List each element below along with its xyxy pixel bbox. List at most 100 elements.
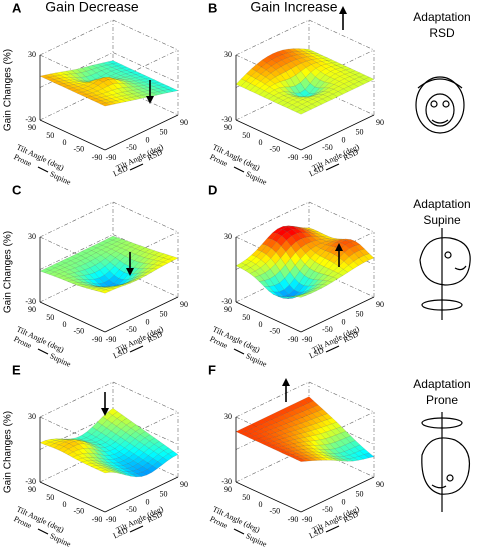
left-tick-label: 0 xyxy=(259,500,263,509)
arrow-head xyxy=(126,268,134,276)
z-tick-label: 30 xyxy=(224,412,232,421)
right-tick-label: 50 xyxy=(356,128,364,137)
right-tick-label: 90 xyxy=(180,118,188,127)
panel: E 30 -30 Gain Changes (%) 90 50 0 -50 -90 -90 -50 0… xyxy=(3,362,188,548)
right-tick-label: 90 xyxy=(376,300,384,309)
box-edge xyxy=(308,381,375,413)
z-tick-label: -30 xyxy=(221,115,232,124)
axis-arrow xyxy=(325,345,340,353)
adaptation-label: Prone xyxy=(426,393,458,407)
head-icon-rsd xyxy=(415,76,465,134)
arrow-head xyxy=(282,378,290,386)
column-title: Gain Increase xyxy=(250,0,337,15)
surface-patch xyxy=(100,289,111,294)
left-tick-label: 90 xyxy=(224,305,232,314)
right-tick-label: -90 xyxy=(106,515,117,524)
right-tick-label: 90 xyxy=(376,480,384,489)
surface-patch xyxy=(296,109,307,115)
axis-arrow xyxy=(325,525,340,533)
box-edge xyxy=(104,476,179,513)
left-tick-label: 50 xyxy=(242,131,250,140)
right-tick-label: 90 xyxy=(180,300,188,309)
arrow-head xyxy=(335,243,343,251)
left-tick-label: 50 xyxy=(242,313,250,322)
box-edge xyxy=(39,19,114,56)
axis-arrow xyxy=(129,163,144,171)
axis-arrow xyxy=(37,528,49,535)
adaptation-label: Adaptation xyxy=(413,10,470,24)
right-tick-label: 50 xyxy=(160,310,168,319)
z-tick-label: 30 xyxy=(28,50,36,59)
right-tick-label: 0 xyxy=(342,135,346,144)
z-axis-label: Gain Changes (%) xyxy=(3,231,14,313)
axis-arrow xyxy=(129,345,144,353)
left-tick-label: 90 xyxy=(28,305,36,314)
box-edge xyxy=(39,119,106,151)
panel-letter: C xyxy=(12,182,22,197)
panel-letter: E xyxy=(12,362,21,377)
right-tick-label: 50 xyxy=(356,310,364,319)
left-tick-label: -50 xyxy=(269,144,280,153)
axis-arrow xyxy=(325,163,340,171)
head-icon-supine xyxy=(419,228,471,320)
left-tick-label: 50 xyxy=(46,131,54,140)
right-tick-label: -50 xyxy=(322,143,333,152)
box-edge xyxy=(39,201,114,238)
left-end-label: Supine xyxy=(244,169,268,187)
right-tick-label: -50 xyxy=(126,143,137,152)
surface-patch xyxy=(296,458,307,462)
right-tick-label: -50 xyxy=(322,505,333,514)
left-tick-label: 50 xyxy=(46,313,54,322)
box-edge xyxy=(104,114,179,151)
panel-letter: A xyxy=(12,0,22,15)
left-tick-label: -50 xyxy=(73,326,84,335)
box-edge xyxy=(235,481,302,513)
axis-arrow xyxy=(37,348,49,355)
right-tick-label: -90 xyxy=(106,153,117,162)
box-edge xyxy=(308,201,375,233)
right-tick-label: 0 xyxy=(342,317,346,326)
box-edge xyxy=(235,54,302,86)
left-tick-label: 90 xyxy=(28,123,36,132)
axis-arrow xyxy=(233,348,245,355)
adaptation-label: Adaptation xyxy=(413,197,470,211)
right-tick-label: 0 xyxy=(146,497,150,506)
z-axis-label: Gain Changes (%) xyxy=(3,49,14,131)
box-edge xyxy=(235,301,302,333)
left-tick-label: 0 xyxy=(63,320,67,329)
right-tick-label: -90 xyxy=(302,515,313,524)
z-tick-label: 30 xyxy=(28,232,36,241)
box-edge xyxy=(112,52,179,83)
left-tick-label: -50 xyxy=(269,326,280,335)
axis-arrow xyxy=(129,525,144,533)
box-edge xyxy=(300,476,375,513)
head-icon-prone xyxy=(421,412,471,512)
panel-letter: B xyxy=(208,0,217,15)
left-tick-label: 0 xyxy=(259,138,263,147)
surface-patch xyxy=(296,294,307,298)
right-tick-label: -90 xyxy=(106,335,117,344)
left-tick-label: -90 xyxy=(92,153,103,162)
box-edge xyxy=(235,236,302,268)
left-tick-label: -50 xyxy=(73,144,84,153)
box-edge xyxy=(308,19,375,51)
left-end-label: Supine xyxy=(48,169,72,187)
right-tick-label: 0 xyxy=(146,317,150,326)
box-edge xyxy=(112,381,179,413)
left-tick-label: 0 xyxy=(63,138,67,147)
left-tick-label: -90 xyxy=(92,335,103,344)
box-edge xyxy=(39,54,106,86)
right-tick-label: -90 xyxy=(302,153,313,162)
box-edge xyxy=(235,119,302,151)
arrow-head xyxy=(339,6,347,14)
right-tick-label: -90 xyxy=(302,335,313,344)
z-tick-label: -30 xyxy=(221,297,232,306)
panel-letter: F xyxy=(208,362,216,377)
right-tick-label: 50 xyxy=(356,490,364,499)
panel: A 30 -30 Gain Changes (%) 90 50 0 -50 -90 -90 -50 0… xyxy=(3,0,188,187)
right-tick-label: -50 xyxy=(126,325,137,334)
left-end-label: Supine xyxy=(244,351,268,369)
